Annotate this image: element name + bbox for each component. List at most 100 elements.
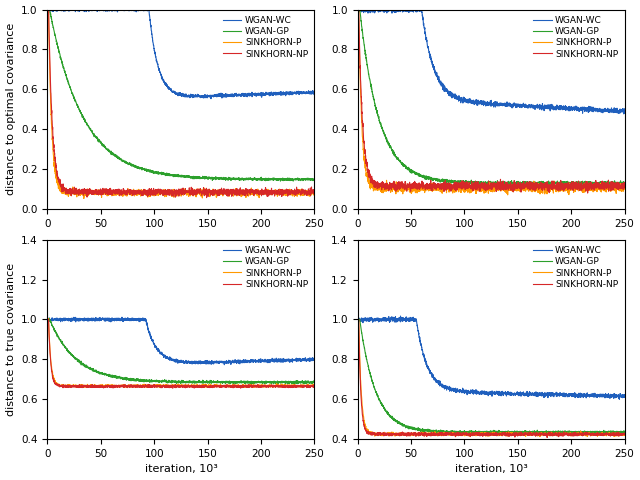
- SINKHORN-NP: [254, 190, 262, 195]
- WGAN-GP: [174, 172, 182, 178]
- Line: SINKHORN-P: SINKHORN-P: [48, 8, 314, 199]
- SINKHORN-NP: [484, 432, 492, 438]
- Line: SINKHORN-P: SINKHORN-P: [48, 319, 314, 387]
- Line: SINKHORN-NP: SINKHORN-NP: [48, 8, 314, 198]
- WGAN-GP: [613, 430, 621, 435]
- SINKHORN-NP: [613, 432, 621, 438]
- SINKHORN-P: [44, 317, 52, 323]
- WGAN-WC: [174, 357, 182, 362]
- WGAN-WC: [621, 108, 628, 113]
- Y-axis label: distance to optimal covariance: distance to optimal covariance: [6, 23, 16, 195]
- WGAN-WC: [613, 393, 621, 398]
- Line: SINKHORN-NP: SINKHORN-NP: [358, 319, 625, 437]
- WGAN-GP: [303, 380, 311, 385]
- Line: WGAN-GP: WGAN-GP: [48, 9, 314, 181]
- Line: WGAN-GP: WGAN-GP: [358, 319, 625, 434]
- WGAN-GP: [310, 176, 318, 182]
- WGAN-WC: [221, 362, 228, 368]
- Line: SINKHORN-P: SINKHORN-P: [358, 7, 625, 195]
- SINKHORN-NP: [355, 3, 362, 9]
- SINKHORN-P: [621, 183, 628, 189]
- WGAN-WC: [397, 3, 405, 9]
- SINKHORN-P: [621, 431, 628, 437]
- Y-axis label: distance to true covariance: distance to true covariance: [6, 263, 15, 416]
- WGAN-WC: [174, 90, 182, 96]
- SINKHORN-P: [613, 184, 621, 190]
- SINKHORN-P: [310, 383, 318, 388]
- Legend: WGAN-WC, WGAN-GP, SINKHORN-P, SINKHORN-NP: WGAN-WC, WGAN-GP, SINKHORN-P, SINKHORN-N…: [220, 12, 312, 62]
- WGAN-GP: [310, 378, 318, 384]
- SINKHORN-NP: [303, 192, 310, 198]
- WGAN-GP: [254, 379, 262, 384]
- SINKHORN-P: [44, 5, 52, 11]
- SINKHORN-NP: [173, 190, 181, 196]
- Line: SINKHORN-NP: SINKHORN-NP: [48, 319, 314, 388]
- SINKHORN-NP: [166, 191, 174, 196]
- Legend: WGAN-WC, WGAN-GP, SINKHORN-P, SINKHORN-NP: WGAN-WC, WGAN-GP, SINKHORN-P, SINKHORN-N…: [220, 242, 312, 292]
- WGAN-WC: [44, 317, 52, 323]
- WGAN-WC: [58, 316, 65, 322]
- Line: WGAN-WC: WGAN-WC: [358, 6, 625, 114]
- WGAN-GP: [44, 6, 52, 12]
- SINKHORN-NP: [368, 177, 376, 182]
- WGAN-GP: [621, 429, 628, 434]
- SINKHORN-NP: [310, 384, 318, 389]
- SINKHORN-P: [45, 316, 52, 322]
- WGAN-GP: [356, 316, 364, 322]
- WGAN-WC: [621, 392, 628, 398]
- SINKHORN-NP: [484, 181, 492, 187]
- WGAN-GP: [58, 58, 65, 64]
- SINKHORN-NP: [621, 431, 628, 436]
- SINKHORN-NP: [564, 185, 572, 191]
- WGAN-WC: [484, 389, 492, 395]
- SINKHORN-NP: [44, 317, 52, 323]
- Legend: WGAN-WC, WGAN-GP, SINKHORN-P, SINKHORN-NP: WGAN-WC, WGAN-GP, SINKHORN-P, SINKHORN-N…: [530, 242, 622, 292]
- SINKHORN-NP: [303, 188, 310, 194]
- WGAN-GP: [511, 182, 519, 188]
- Line: SINKHORN-P: SINKHORN-P: [358, 319, 625, 437]
- SINKHORN-P: [536, 434, 543, 440]
- SINKHORN-NP: [303, 383, 310, 389]
- SINKHORN-P: [504, 192, 511, 198]
- Legend: WGAN-WC, WGAN-GP, SINKHORN-P, SINKHORN-NP: WGAN-WC, WGAN-GP, SINKHORN-P, SINKHORN-N…: [530, 12, 622, 62]
- SINKHORN-P: [613, 431, 621, 436]
- WGAN-WC: [303, 89, 310, 95]
- SINKHORN-NP: [355, 316, 362, 322]
- SINKHORN-NP: [477, 432, 484, 438]
- WGAN-GP: [477, 180, 484, 185]
- SINKHORN-NP: [368, 432, 376, 437]
- WGAN-WC: [368, 316, 376, 322]
- SINKHORN-NP: [167, 384, 175, 390]
- WGAN-GP: [612, 432, 620, 437]
- SINKHORN-P: [303, 384, 310, 390]
- WGAN-WC: [477, 391, 484, 397]
- WGAN-GP: [167, 173, 175, 179]
- WGAN-WC: [167, 355, 175, 361]
- Line: WGAN-WC: WGAN-WC: [48, 6, 314, 99]
- WGAN-WC: [254, 357, 262, 363]
- WGAN-GP: [613, 180, 621, 185]
- SINKHORN-NP: [613, 432, 621, 437]
- SINKHORN-P: [254, 384, 262, 389]
- WGAN-WC: [303, 357, 311, 363]
- SINKHORN-P: [368, 431, 376, 436]
- WGAN-WC: [167, 87, 175, 93]
- SINKHORN-P: [355, 4, 362, 10]
- X-axis label: iteration, 10³: iteration, 10³: [145, 465, 218, 474]
- WGAN-WC: [310, 88, 318, 94]
- SINKHORN-NP: [169, 385, 177, 391]
- Line: WGAN-WC: WGAN-WC: [48, 317, 314, 365]
- WGAN-WC: [96, 3, 104, 9]
- WGAN-GP: [303, 176, 311, 181]
- SINKHORN-P: [355, 316, 362, 322]
- WGAN-WC: [118, 314, 126, 320]
- SINKHORN-NP: [174, 383, 182, 388]
- WGAN-GP: [247, 381, 255, 387]
- WGAN-GP: [45, 315, 53, 321]
- WGAN-WC: [355, 8, 362, 14]
- SINKHORN-NP: [613, 181, 621, 187]
- WGAN-WC: [564, 393, 572, 399]
- WGAN-WC: [355, 317, 362, 323]
- SINKHORN-NP: [355, 7, 362, 12]
- WGAN-WC: [254, 90, 262, 96]
